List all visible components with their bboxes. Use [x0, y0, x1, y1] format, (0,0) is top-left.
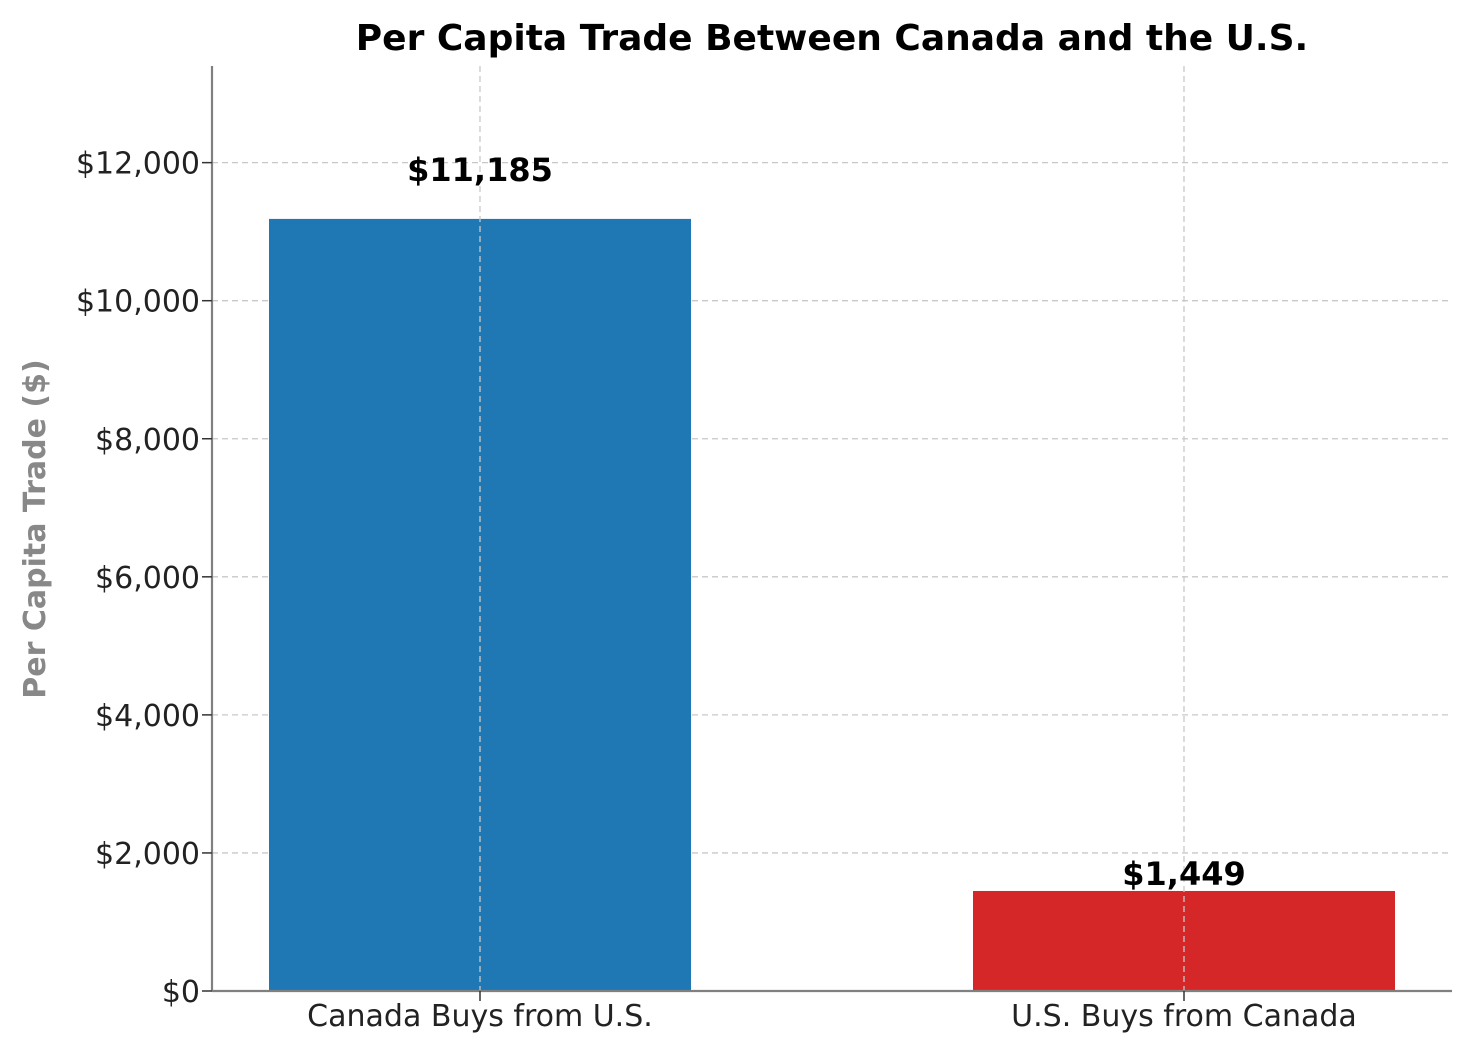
y-axis-label: Per Capita Trade ($)	[18, 359, 53, 698]
gridlines	[212, 161, 1452, 854]
axes	[210, 66, 1452, 993]
bar	[269, 218, 691, 991]
x-tick-label: U.S. Buys from Canada	[1011, 999, 1357, 1034]
y-tick-label: $12,000	[76, 147, 200, 182]
bars	[269, 66, 1395, 991]
data-label: $1,449	[1122, 855, 1245, 893]
data-label: $11,185	[407, 151, 553, 189]
y-tick-label: $0	[162, 975, 200, 1010]
y-tick-label: $10,000	[76, 285, 200, 320]
y-tick-label: $8,000	[95, 423, 200, 458]
chart-title: Per Capita Trade Between Canada and the …	[356, 18, 1308, 59]
y-ticks: $0 $2,000 $4,000 $6,000 $8,000 $10,000 $12,000	[76, 147, 212, 1010]
y-tick-label: $6,000	[95, 561, 200, 596]
y-tick-label: $4,000	[95, 699, 200, 734]
data-labels: $11,185 $1,449	[407, 151, 1246, 893]
x-ticks: Canada Buys from U.S. U.S. Buys from Cana…	[307, 991, 1357, 1034]
y-tick-label: $2,000	[95, 837, 200, 872]
x-tick-label: Canada Buys from U.S.	[307, 999, 653, 1034]
